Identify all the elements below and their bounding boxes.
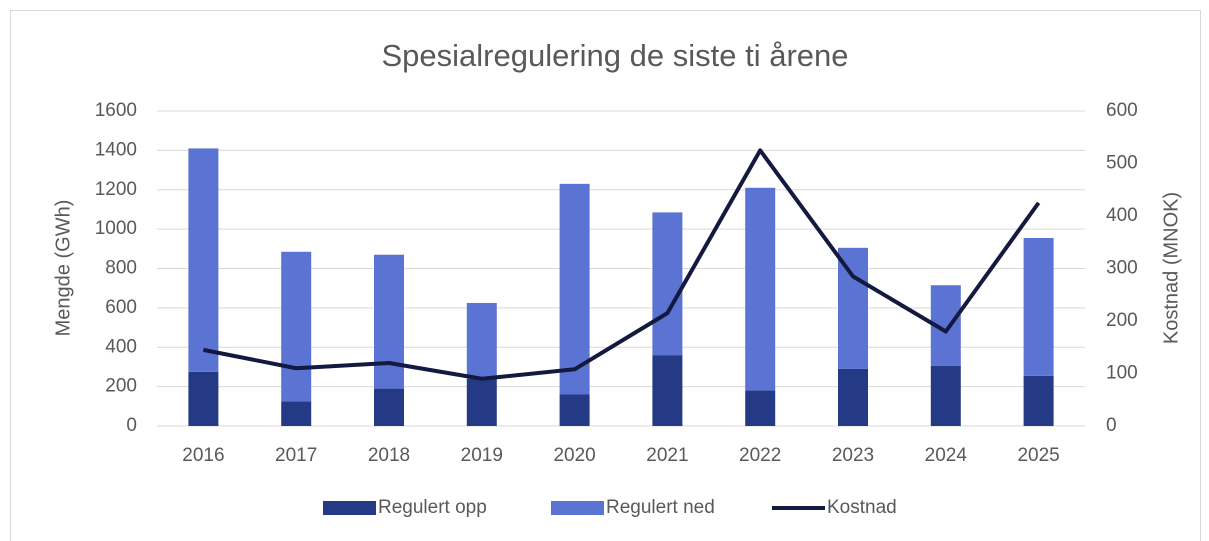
bar	[930, 365, 961, 426]
legend-label: Kostnad	[827, 497, 897, 518]
bar	[559, 394, 590, 426]
y2-tick-label: 600	[1106, 100, 1138, 121]
x-tick-label: 2021	[646, 445, 688, 466]
y2-tick-label: 500	[1106, 153, 1138, 174]
y-tick-label: 1200	[95, 179, 137, 200]
y-tick-label: 400	[105, 336, 137, 357]
bar	[466, 378, 497, 426]
legend-label: Regulert opp	[378, 497, 487, 518]
y-tick-label: 0	[126, 415, 137, 436]
legend-label: Regulert ned	[606, 497, 715, 518]
x-tick-label: 2024	[925, 445, 968, 466]
y2-tick-label: 400	[1106, 205, 1138, 226]
y2-tick-label: 300	[1106, 258, 1138, 279]
x-tick-label: 2025	[1017, 445, 1059, 466]
y2-axis-title: Kostnad (MNOK)	[1160, 192, 1182, 344]
x-tick-label: 2022	[739, 445, 781, 466]
bar	[1023, 237, 1054, 376]
bar	[281, 401, 312, 426]
legend-swatch	[323, 501, 376, 515]
y-tick-label: 1000	[95, 218, 137, 239]
y2-tick-label: 100	[1106, 363, 1138, 384]
bar	[838, 368, 868, 426]
bar	[745, 187, 776, 391]
y-tick-label: 800	[105, 258, 137, 279]
bar	[188, 148, 219, 372]
legend-swatch	[551, 501, 604, 515]
x-tick-label: 2017	[275, 445, 317, 466]
bar	[281, 251, 312, 402]
bar	[1023, 375, 1054, 426]
y2-tick-label: 200	[1106, 310, 1138, 331]
bar	[652, 355, 683, 426]
bar	[374, 254, 404, 389]
bar	[838, 247, 868, 369]
bar	[188, 371, 219, 426]
chart-title: Spesialregulering de siste ti årene	[382, 38, 849, 73]
x-tick-label: 2019	[461, 445, 503, 466]
y-tick-label: 1400	[95, 139, 137, 160]
bar	[745, 390, 776, 426]
bar	[652, 212, 683, 356]
bar	[559, 183, 590, 395]
y-tick-label: 200	[105, 376, 137, 397]
chart-frame	[10, 10, 1201, 541]
y-tick-label: 600	[105, 297, 137, 318]
x-tick-label: 2018	[368, 445, 410, 466]
y-tick-label: 1600	[95, 100, 137, 121]
bar	[466, 302, 497, 379]
x-tick-label: 2023	[832, 445, 874, 466]
y-axis-title: Mengde (GWh)	[52, 200, 74, 337]
bar	[374, 388, 404, 426]
y2-tick-label: 0	[1106, 415, 1117, 436]
line	[203, 148, 1041, 381]
x-tick-label: 2020	[553, 445, 595, 466]
x-tick-label: 2016	[182, 445, 224, 466]
